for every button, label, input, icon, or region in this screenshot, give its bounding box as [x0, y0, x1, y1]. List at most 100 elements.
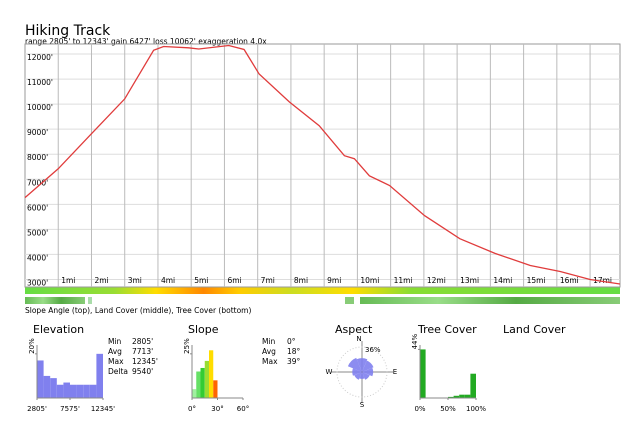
x-tick-label: 12345' [91, 405, 115, 413]
stat-value: 0° [287, 337, 296, 346]
y-tick-label: 11000' [27, 78, 53, 87]
histogram-bar [83, 384, 90, 398]
aspect-wedge [362, 360, 374, 372]
y-tick-label: 8000' [27, 153, 48, 162]
direction-label: N [356, 335, 361, 343]
histogram-bar [209, 350, 214, 398]
histogram-bar [96, 353, 103, 398]
x-tick-label: 16mi [560, 276, 579, 285]
y-tick-label: 44% [411, 334, 419, 350]
histogram-bar [43, 375, 51, 398]
stat-label: Max [108, 357, 124, 366]
aspect-wedge [362, 372, 370, 380]
histogram-bar [420, 349, 426, 398]
histogram-bar [50, 378, 57, 398]
y-tick-label: 12000' [27, 53, 53, 62]
stat-value: 7713' [132, 347, 153, 356]
land-cover-segment [345, 297, 354, 304]
slope-color-bar [25, 287, 620, 294]
plot-frame [24, 43, 621, 288]
x-tick-label: 3mi [128, 276, 142, 285]
x-tick-label: 9mi [327, 276, 341, 285]
land-cover-segment [360, 297, 620, 304]
x-tick-label: 12mi [427, 276, 446, 285]
histogram-bar [448, 396, 454, 398]
x-tick-label: 17mi [593, 276, 612, 285]
x-tick-label: 0% [414, 405, 425, 413]
y-tick-label: 7000' [27, 178, 48, 187]
stat-value: 2805' [132, 337, 153, 346]
panel-title: Aspect [335, 323, 373, 336]
stat-label: Max [262, 357, 278, 366]
x-tick-label: 4mi [161, 276, 175, 285]
x-tick-label: 6mi [227, 276, 241, 285]
stat-label: Avg [262, 347, 276, 356]
x-tick-label: 7575' [60, 405, 80, 413]
panel-title: Slope [188, 323, 219, 336]
panel-title: Tree Cover [417, 323, 477, 336]
y-tick-label: 9000' [27, 128, 48, 137]
x-tick-label: 1mi [61, 276, 75, 285]
caption: Slope Angle (top), Land Cover (middle), … [25, 306, 251, 315]
y-tick-label: 20% [28, 338, 36, 354]
radial-tick [336, 346, 388, 398]
x-tick-label: 10mi [360, 276, 379, 285]
x-tick-label: 5mi [194, 276, 208, 285]
aspect-wedge [356, 358, 368, 372]
stat-label: Min [262, 337, 276, 346]
land-cover-segment [88, 297, 92, 304]
histogram-bar [70, 384, 77, 398]
direction-label: E [393, 368, 397, 376]
histogram-bar [37, 360, 44, 398]
aspect-wedge [359, 372, 365, 379]
stat-label: Min [108, 337, 122, 346]
panel-title: Elevation [33, 323, 84, 336]
title: Hiking Track [25, 23, 111, 39]
r-tick-label: 36% [365, 346, 381, 354]
x-tick-label: 2mi [94, 276, 108, 285]
panel-title: Land Cover [503, 323, 566, 336]
land-cover-segment [25, 297, 85, 304]
histogram-bar [196, 371, 201, 398]
elevation-line [24, 44, 621, 285]
aspect-wedge [352, 368, 362, 376]
stat-value: 12345' [132, 357, 158, 366]
histogram-bar [459, 394, 465, 398]
histogram-bar [204, 360, 209, 398]
x-tick-label: 8mi [294, 276, 308, 285]
histogram-bar [63, 382, 70, 398]
histogram-bar [464, 394, 471, 398]
y-tick-label: 6000' [27, 203, 48, 212]
y-tick-label: 3000' [27, 278, 48, 287]
aspect-wedge [347, 357, 362, 372]
histogram-bar [89, 384, 97, 398]
x-tick-label: 14mi [493, 276, 512, 285]
y-tick-label: 4000' [27, 253, 48, 262]
x-tick-label: 7mi [261, 276, 275, 285]
histogram-bar [213, 380, 218, 398]
x-tick-label: 15mi [527, 276, 546, 285]
stat-value: 18° [287, 347, 301, 356]
x-tick-label: 11mi [394, 276, 413, 285]
land-cover-bar [25, 297, 620, 304]
x-tick-label: 2805' [27, 405, 47, 413]
aspect-wedge [354, 372, 362, 380]
x-tick-label: 13mi [460, 276, 479, 285]
histogram-bar [76, 384, 84, 398]
direction-label: S [360, 401, 365, 409]
stat-label: Avg [108, 347, 122, 356]
y-tick-label: 5000' [27, 228, 48, 237]
stat-label: Delta [108, 367, 128, 376]
aspect-wedge [362, 367, 374, 377]
subtitle: range 2805' to 12343' gain 6427' loss 10… [25, 37, 267, 46]
histogram-bar [200, 367, 205, 398]
y-tick-label: 10000' [27, 103, 53, 112]
histogram-bar [192, 389, 197, 398]
histogram-bar [56, 384, 64, 398]
direction-label: W [326, 368, 333, 376]
x-tick-label: 60° [237, 405, 249, 413]
x-tick-label: 0° [188, 405, 196, 413]
x-tick-label: 100% [466, 405, 486, 413]
